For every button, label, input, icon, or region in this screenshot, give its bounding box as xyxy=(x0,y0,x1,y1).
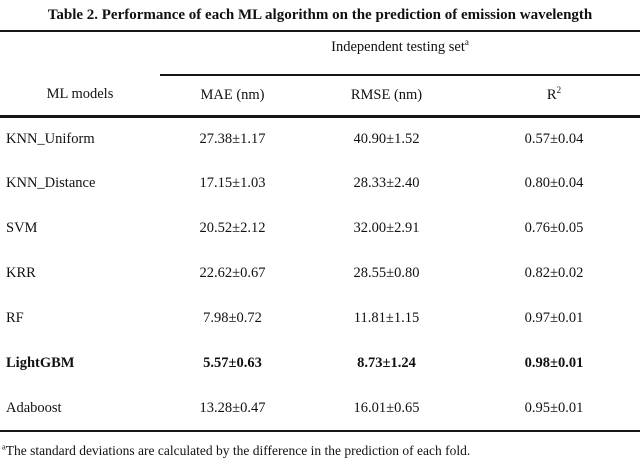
table-header: Independent testing seta ML models MAE (… xyxy=(0,31,640,118)
rmse-cell: 16.01±0.65 xyxy=(353,399,420,416)
span-header-spacer xyxy=(0,31,160,75)
table-row: SVM 20.52±2.12 32.00±2.91 0.76±0.05 xyxy=(0,206,640,251)
table-row: LightGBM 5.57±0.63 8.73±1.24 0.98±0.01 xyxy=(0,341,640,386)
rmse-cell: 40.90±1.52 xyxy=(353,130,420,147)
mae-cell: 27.38±1.17 xyxy=(199,130,266,147)
r2-label-base: R xyxy=(546,86,557,103)
r2-cell: 0.80±0.04 xyxy=(524,175,584,191)
column-header-row: ML models MAE (nm) RMSE (nm) R2 xyxy=(0,75,640,118)
footnote-superscript: a xyxy=(2,442,6,452)
table-row: KNN_Distance 17.15±1.03 28.33±2.40 0.80±… xyxy=(0,161,640,206)
r2-cell: 0.98±0.01 xyxy=(524,355,584,371)
model-cell: KNN_Distance xyxy=(6,175,96,191)
rmse-cell: 28.33±2.40 xyxy=(353,175,420,191)
column-header-r2: R2 xyxy=(468,75,640,118)
model-cell: Adaboost xyxy=(6,399,62,416)
mae-cell: 17.15±1.03 xyxy=(199,175,266,191)
span-header-superscript: a xyxy=(464,37,469,48)
r2-cell: 0.57±0.04 xyxy=(524,130,584,147)
span-header: Independent testing seta xyxy=(160,31,640,76)
model-cell: KRR xyxy=(6,265,36,281)
column-header-model: ML models xyxy=(0,75,160,118)
footnote-text: The standard deviations are calculated b… xyxy=(5,443,471,458)
mae-cell: 7.98±0.72 xyxy=(203,310,262,326)
rmse-cell: 8.73±1.24 xyxy=(357,355,416,371)
r2-label-superscript: 2 xyxy=(556,84,562,95)
rmse-cell: 28.55±0.80 xyxy=(353,265,420,281)
mae-cell: 22.62±0.67 xyxy=(199,265,266,281)
r2-cell: 0.76±0.05 xyxy=(524,220,584,236)
table-row: Adaboost 13.28±0.47 16.01±0.65 0.95±0.01 xyxy=(0,386,640,431)
r2-cell: 0.97±0.01 xyxy=(524,310,584,326)
column-header-rmse: RMSE (nm) xyxy=(305,75,468,118)
model-cell: KNN_Uniform xyxy=(6,130,95,147)
footnote: aThe standard deviations are calculated … xyxy=(0,443,640,459)
table-body: KNN_Uniform 27.38±1.17 40.90±1.52 0.57±0… xyxy=(0,116,640,431)
r2-cell: 0.82±0.02 xyxy=(524,265,584,281)
model-cell: LightGBM xyxy=(6,355,75,371)
table-row: RF 7.98±0.72 11.81±1.15 0.97±0.01 xyxy=(0,296,640,341)
model-cell: RF xyxy=(6,310,24,326)
performance-table: Independent testing seta ML models MAE (… xyxy=(0,30,640,432)
column-header-mae: MAE (nm) xyxy=(160,75,305,118)
table-row: KRR 22.62±0.67 28.55±0.80 0.82±0.02 xyxy=(0,251,640,296)
mae-cell: 5.57±0.63 xyxy=(203,355,262,371)
table-row: KNN_Uniform 27.38±1.17 40.90±1.52 0.57±0… xyxy=(0,116,640,161)
model-cell: SVM xyxy=(6,220,38,236)
table-title: Table 2. Performance of each ML algorith… xyxy=(47,6,593,23)
rmse-cell: 32.00±2.91 xyxy=(353,220,420,236)
mae-cell: 20.52±2.12 xyxy=(199,220,266,236)
span-header-row: Independent testing seta xyxy=(0,31,640,76)
span-header-label: Independent testing set xyxy=(331,39,465,55)
r2-cell: 0.95±0.01 xyxy=(524,399,584,416)
mae-cell: 13.28±0.47 xyxy=(199,399,266,416)
rmse-cell: 11.81±1.15 xyxy=(353,310,420,326)
